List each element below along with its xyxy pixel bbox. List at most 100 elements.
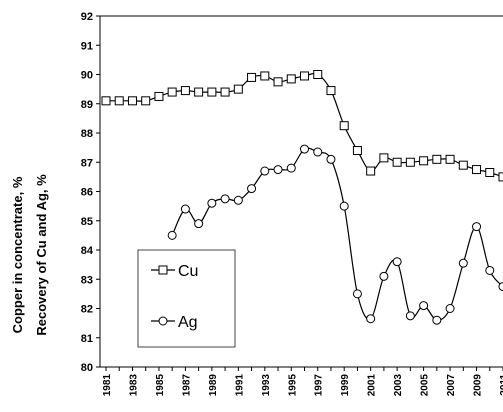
y-tick-label: 90: [81, 70, 93, 82]
data-point-ag: [352, 289, 362, 299]
legend-marker-ag: [158, 316, 168, 326]
x-tick-labels: 1981 1983 1985 1987 1989 1991 1993 1995 1997 1999…: [102, 374, 503, 397]
data-point-ag: [300, 144, 309, 154]
data-point-cu: [339, 121, 349, 131]
data-point-cu: [379, 153, 389, 163]
x-tick-label: 2001: [367, 374, 378, 397]
series-line-cu: [105, 72, 503, 178]
data-point-ag: [247, 184, 257, 194]
x-tick-label: 2011: [499, 374, 503, 396]
data-point-cu: [247, 72, 257, 82]
data-point-cu: [286, 74, 296, 84]
y-tick-label: 91: [81, 40, 93, 52]
data-point-cu: [445, 154, 455, 164]
data-point-ag: [339, 201, 349, 211]
series-markers: [101, 70, 503, 325]
y-tick-label: 84: [81, 245, 94, 257]
legend-marker-cu: [158, 265, 168, 275]
data-point-ag: [286, 163, 296, 173]
x-tick-label: 1995: [287, 374, 298, 397]
y-tick-label: 82: [81, 304, 93, 316]
data-point-cu: [392, 157, 402, 167]
legend: Cu Ag: [137, 249, 236, 348]
data-point-ag: [445, 304, 455, 313]
data-point-ag: [326, 154, 336, 164]
data-point-cu: [260, 71, 270, 81]
data-point-ag: [313, 147, 323, 157]
x-tick-label: 1985: [155, 374, 166, 397]
legend-box: [137, 249, 236, 348]
x-tick-label: 1997: [314, 374, 325, 397]
data-point-cu: [141, 96, 151, 106]
y-tick-labels: 80 81 82 83 84 85 86 87 88 89 90 91 92: [81, 11, 94, 374]
x-tick-label: 1993: [261, 374, 272, 397]
data-point-cu: [194, 87, 204, 97]
y-tick-label: 88: [81, 128, 93, 140]
data-point-ag: [220, 194, 230, 204]
data-point-cu: [273, 77, 283, 87]
data-point-cu: [154, 91, 164, 101]
data-point-ag: [366, 314, 376, 324]
data-point-cu: [207, 87, 217, 97]
data-point-cu: [458, 160, 468, 170]
data-point-ag: [472, 222, 482, 232]
data-point-ag: [273, 165, 283, 175]
data-point-ag: [419, 301, 429, 311]
data-point-cu: [220, 87, 230, 97]
y-axis-titles: Copper in concentrate, % Recovery of Cu …: [10, 174, 49, 336]
x-tick-label: 1991: [234, 374, 245, 397]
data-point-ag: [260, 166, 270, 176]
data-point-ag: [379, 271, 389, 281]
y-tick-label: 81: [81, 333, 93, 345]
data-point-cu: [300, 71, 309, 81]
data-point-cu: [326, 86, 336, 96]
data-point-cu: [233, 84, 243, 94]
data-point-ag: [405, 311, 415, 321]
data-point-ag: [194, 219, 204, 229]
data-point-ag: [392, 257, 402, 267]
data-point-ag: [485, 265, 495, 275]
data-point-cu: [313, 70, 323, 79]
data-point-cu: [101, 96, 111, 106]
data-point-cu: [366, 166, 376, 176]
data-point-cu: [167, 87, 177, 97]
data-point-ag: [233, 195, 243, 205]
y-axis-title-recovery: Recovery of Cu and Ag, %: [34, 174, 49, 336]
x-tick-label: 2009: [473, 374, 484, 397]
y-axis-title-copper: Copper in concentrate, %: [10, 176, 25, 333]
data-point-cu: [419, 156, 429, 166]
axes: [96, 15, 503, 371]
legend-label-ag: Ag: [178, 314, 198, 331]
data-point-ag: [458, 258, 468, 268]
data-point-ag: [207, 198, 217, 208]
y-tick-label: 89: [81, 99, 93, 111]
x-tick-label: 2003: [393, 374, 404, 397]
data-point-cu: [180, 86, 190, 96]
y-tick-label: 86: [81, 187, 93, 199]
x-tick-label: 1987: [181, 374, 192, 397]
data-point-cu: [352, 146, 362, 156]
y-tick-label: 92: [81, 11, 93, 23]
y-tick-label: 85: [81, 216, 93, 228]
x-tick-label: 1989: [208, 374, 219, 397]
data-point-cu: [485, 167, 495, 177]
x-tick-label: 1983: [128, 374, 139, 397]
legend-label-cu: Cu: [178, 263, 198, 280]
x-tick-label: 2005: [420, 374, 431, 397]
data-point-ag: [432, 315, 442, 325]
y-tick-label: 83: [81, 274, 93, 286]
x-tick-label: 2007: [446, 374, 457, 397]
x-tick-label: 1999: [340, 374, 351, 397]
data-point-ag: [180, 204, 190, 214]
data-point-ag: [498, 282, 503, 292]
data-point-cu: [127, 96, 137, 106]
data-point-cu: [472, 165, 482, 175]
y-tick-label: 87: [81, 157, 93, 169]
data-point-cu: [498, 172, 503, 182]
data-point-ag: [167, 230, 177, 240]
data-point-cu: [432, 154, 442, 164]
data-point-cu: [405, 157, 415, 167]
x-tick-label: 1981: [102, 374, 113, 397]
